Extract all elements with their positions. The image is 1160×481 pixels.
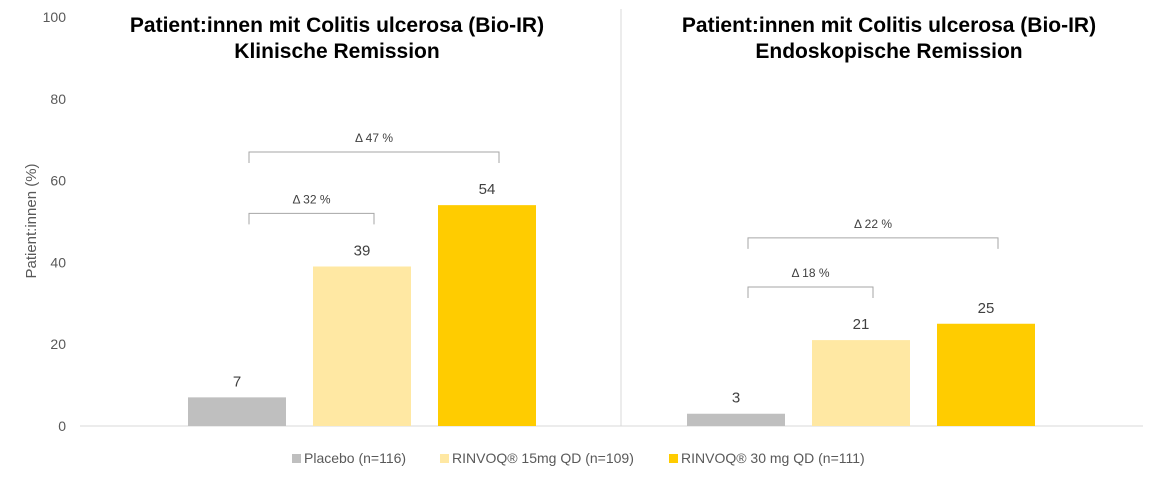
legend-label: RINVOQ® 15mg QD (n=109) <box>452 450 634 466</box>
bar-value-label: 3 <box>732 390 740 407</box>
y-tick-label: 40 <box>50 254 66 270</box>
bar <box>937 323 1035 426</box>
delta-bracket <box>747 286 874 298</box>
bars <box>188 205 1035 426</box>
delta-label: Δ 32 % <box>292 192 330 206</box>
bar-value-label: 25 <box>978 300 995 317</box>
bar <box>812 340 910 426</box>
bar <box>188 397 286 426</box>
bar-value-label: 39 <box>354 242 371 259</box>
y-tick-label: 20 <box>50 336 66 352</box>
legend: Placebo (n=116) RINVOQ® 15mg QD (n=109) RI… <box>292 450 865 466</box>
legend-swatch <box>669 454 678 463</box>
panel-title-line2: Endoskopische Remission <box>755 40 1022 63</box>
legend-swatch <box>292 454 301 463</box>
bar-value-label: 54 <box>479 181 496 198</box>
bar <box>438 205 536 426</box>
y-axis-title: Patient:innen (%) <box>23 163 40 278</box>
legend-swatch <box>440 454 449 463</box>
y-tick-label: 60 <box>50 173 66 189</box>
legend-label: RINVOQ® 30 mg QD (n=111) <box>681 450 865 466</box>
delta-bracket <box>747 237 999 249</box>
y-tick-label: 0 <box>58 418 66 434</box>
delta-bracket <box>248 212 375 225</box>
bar-value-label: 7 <box>233 373 241 390</box>
delta-bracket <box>248 151 500 163</box>
y-tick-label: 80 <box>50 91 66 107</box>
delta-label: Δ 47 % <box>355 131 393 145</box>
panel-title-line2: Klinische Remission <box>234 40 439 63</box>
panel-title-line1: Patient:innen mit Colitis ulcerosa (Bio-… <box>130 14 544 37</box>
bar <box>313 266 411 426</box>
delta-brackets: Δ 32 % Δ 47 % Δ 18 % Δ 22 % <box>248 131 999 298</box>
panel-title-line1: Patient:innen mit Colitis ulcerosa (Bio-… <box>682 14 1096 37</box>
value-labels: 7 39 54 3 21 25 <box>233 181 995 407</box>
bar-value-label: 21 <box>853 316 870 333</box>
bar <box>687 413 785 426</box>
legend-label: Placebo (n=116) <box>304 450 406 466</box>
panel-titles: Patient:innen mit Colitis ulcerosa (Bio-… <box>130 14 1096 63</box>
delta-label: Δ 22 % <box>854 217 892 231</box>
delta-label: Δ 18 % <box>791 266 829 280</box>
y-tick-label: 100 <box>43 9 67 25</box>
